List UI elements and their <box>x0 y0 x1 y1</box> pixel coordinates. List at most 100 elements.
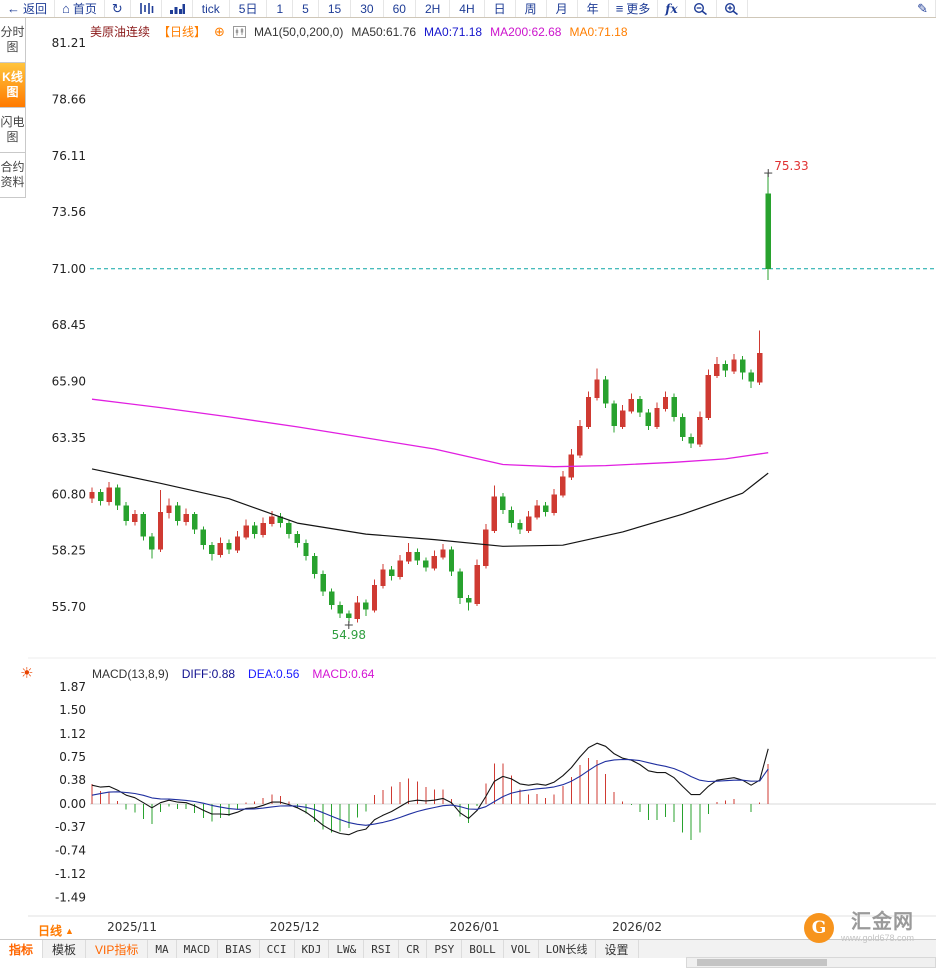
kline-chart-button[interactable] <box>131 0 162 17</box>
volume-chart-button[interactable] <box>162 0 193 17</box>
home-button-label: 首页 <box>72 2 97 16</box>
kline-icon <box>138 2 154 15</box>
macd-dea-value: DEA:0.56 <box>248 667 300 681</box>
svg-text:2025/12: 2025/12 <box>270 920 320 934</box>
zoom-in-button[interactable] <box>717 0 748 17</box>
period-week-label: 周 <box>524 2 537 16</box>
period-60[interactable]: 60 <box>384 0 416 17</box>
period-month[interactable]: 月 <box>547 0 578 17</box>
sidebar-item-lightning-chart[interactable]: 闪电图 <box>0 108 26 153</box>
volume-icon <box>169 2 185 15</box>
tab-lw[interactable]: LW& <box>329 940 365 958</box>
period-15[interactable]: 15 <box>319 0 352 17</box>
tab-lon[interactable]: LON长线 <box>539 940 596 958</box>
tab-templates[interactable]: 模板 <box>43 940 87 958</box>
draw-button[interactable]: ✎ <box>910 0 936 17</box>
period-selector[interactable]: 日线 ▲ <box>38 922 74 939</box>
svg-text:2026/01: 2026/01 <box>450 920 500 934</box>
svg-text:0.75: 0.75 <box>59 750 86 764</box>
symbol-name: 美原油连续 <box>90 25 151 39</box>
more-icon: ≡ <box>615 1 624 16</box>
back-icon: ← <box>7 1 20 16</box>
period-month-label: 月 <box>555 2 568 16</box>
sidebar-item-kline-chart[interactable]: K线图 <box>0 63 26 108</box>
tab-vol[interactable]: VOL <box>504 940 539 958</box>
svg-text:68.45: 68.45 <box>52 318 86 332</box>
period-selector-label: 日线 <box>38 924 63 938</box>
zoom-out-button[interactable] <box>686 0 717 17</box>
toolbar: ← 返回 ⌂ 首页 ↻ tick 5日 1 5 15 30 60 2H 4H 日周月年 ≡ 更多 fx ✎ <box>0 0 936 18</box>
period-1-label: 1 <box>276 1 284 16</box>
tab-macd[interactable]: MACD <box>177 940 219 958</box>
tab-indicators[interactable]: 指标 <box>0 940 44 958</box>
tab-cr[interactable]: CR <box>399 940 428 958</box>
period-5[interactable]: 5 <box>293 0 319 17</box>
mini-chart-icon[interactable] <box>232 25 246 38</box>
scrollbar-thumb[interactable] <box>697 959 827 966</box>
macd-title: MACD(13,8,9) <box>92 667 169 681</box>
period-5d-label: 5日 <box>238 2 258 16</box>
period-30[interactable]: 30 <box>351 0 384 17</box>
period-4h[interactable]: 4H <box>450 0 485 17</box>
ma200-value: MA200:62.68 <box>490 24 562 39</box>
svg-text:60.80: 60.80 <box>52 487 86 501</box>
ma0-value-orange: MA0:71.18 <box>569 24 628 39</box>
period-tick[interactable]: tick <box>193 0 230 17</box>
horizontal-scrollbar[interactable] <box>686 957 936 968</box>
period-5d[interactable]: 5日 <box>230 0 268 17</box>
pane-dividers <box>28 657 936 917</box>
svg-text:2026/02: 2026/02 <box>612 920 662 934</box>
macd-macd-value: MACD:0.64 <box>312 667 375 681</box>
tab-kdj[interactable]: KDJ <box>295 940 330 958</box>
add-indicator-icon[interactable]: ⊕ <box>214 24 225 39</box>
period-5-label: 5 <box>302 1 309 16</box>
period-2h[interactable]: 2H <box>416 0 451 17</box>
period-day-label: 日 <box>493 2 506 16</box>
svg-text:-1.49: -1.49 <box>55 890 86 904</box>
logo-mark-icon: G <box>803 912 834 943</box>
diff-line <box>91 742 769 836</box>
logo-name: 汇金网 <box>851 911 914 933</box>
period-tick-label: tick <box>201 1 220 16</box>
tab-ma[interactable]: MA <box>148 940 177 958</box>
tab-vip-indicators[interactable]: VIP指标 <box>86 940 149 958</box>
refresh-button[interactable]: ↻ <box>105 0 131 17</box>
svg-text:78.66: 78.66 <box>52 92 86 106</box>
period-year-label: 年 <box>586 2 599 16</box>
indicator-settings-icon[interactable]: ☀ <box>20 665 34 682</box>
tab-boll[interactable]: BOLL <box>462 940 504 958</box>
toolbar-spacer <box>748 0 910 17</box>
tab-cci[interactable]: CCI <box>260 940 295 958</box>
fx-button[interactable]: fx <box>658 0 686 17</box>
sidebar-item-time-chart[interactable]: 分时图 <box>0 18 26 63</box>
more-button-label: 更多 <box>626 2 651 16</box>
macd-diff-value: DIFF:0.88 <box>181 667 236 681</box>
home-button[interactable]: ⌂ 首页 <box>55 0 105 17</box>
svg-text:75.33: 75.33 <box>774 159 808 173</box>
tab-rsi[interactable]: RSI <box>364 940 400 958</box>
x-axis-labels: 2025/11 2025/12 2026/01 2026/02 <box>107 920 662 934</box>
svg-text:73.56: 73.56 <box>52 205 86 219</box>
tab-settings[interactable]: 设置 <box>596 940 639 958</box>
period-year[interactable]: 年 <box>578 0 609 17</box>
triangle-up-icon: ▲ <box>65 925 74 936</box>
logo: G 汇金网 www.gold678.com <box>803 911 914 943</box>
ma0-value-blue: MA0:71.18 <box>424 24 483 39</box>
tab-bias[interactable]: BIAS <box>218 940 260 958</box>
main-y-axis: 81.21 78.66 76.11 73.56 71.00 68.45 65.90 63.35… <box>52 36 86 614</box>
period-15-label: 15 <box>327 1 342 16</box>
svg-text:55.70: 55.70 <box>52 600 86 614</box>
back-button[interactable]: ← 返回 <box>0 0 56 17</box>
period-day[interactable]: 日 <box>485 0 516 17</box>
sidebar: 分时图 K线图 闪电图 合约资料 <box>0 18 27 198</box>
back-button-label: 返回 <box>23 2 48 16</box>
svg-text:1.50: 1.50 <box>59 703 86 717</box>
tab-psy[interactable]: PSY <box>427 940 463 958</box>
logo-url: www.gold678.com <box>840 933 914 943</box>
sidebar-item-contract-info[interactable]: 合约资料 <box>0 153 26 198</box>
period-1[interactable]: 1 <box>267 0 294 17</box>
period-week[interactable]: 周 <box>516 0 547 17</box>
dea-line <box>91 758 769 826</box>
svg-text:2025/11: 2025/11 <box>107 920 157 934</box>
more-button[interactable]: ≡ 更多 <box>609 0 659 17</box>
